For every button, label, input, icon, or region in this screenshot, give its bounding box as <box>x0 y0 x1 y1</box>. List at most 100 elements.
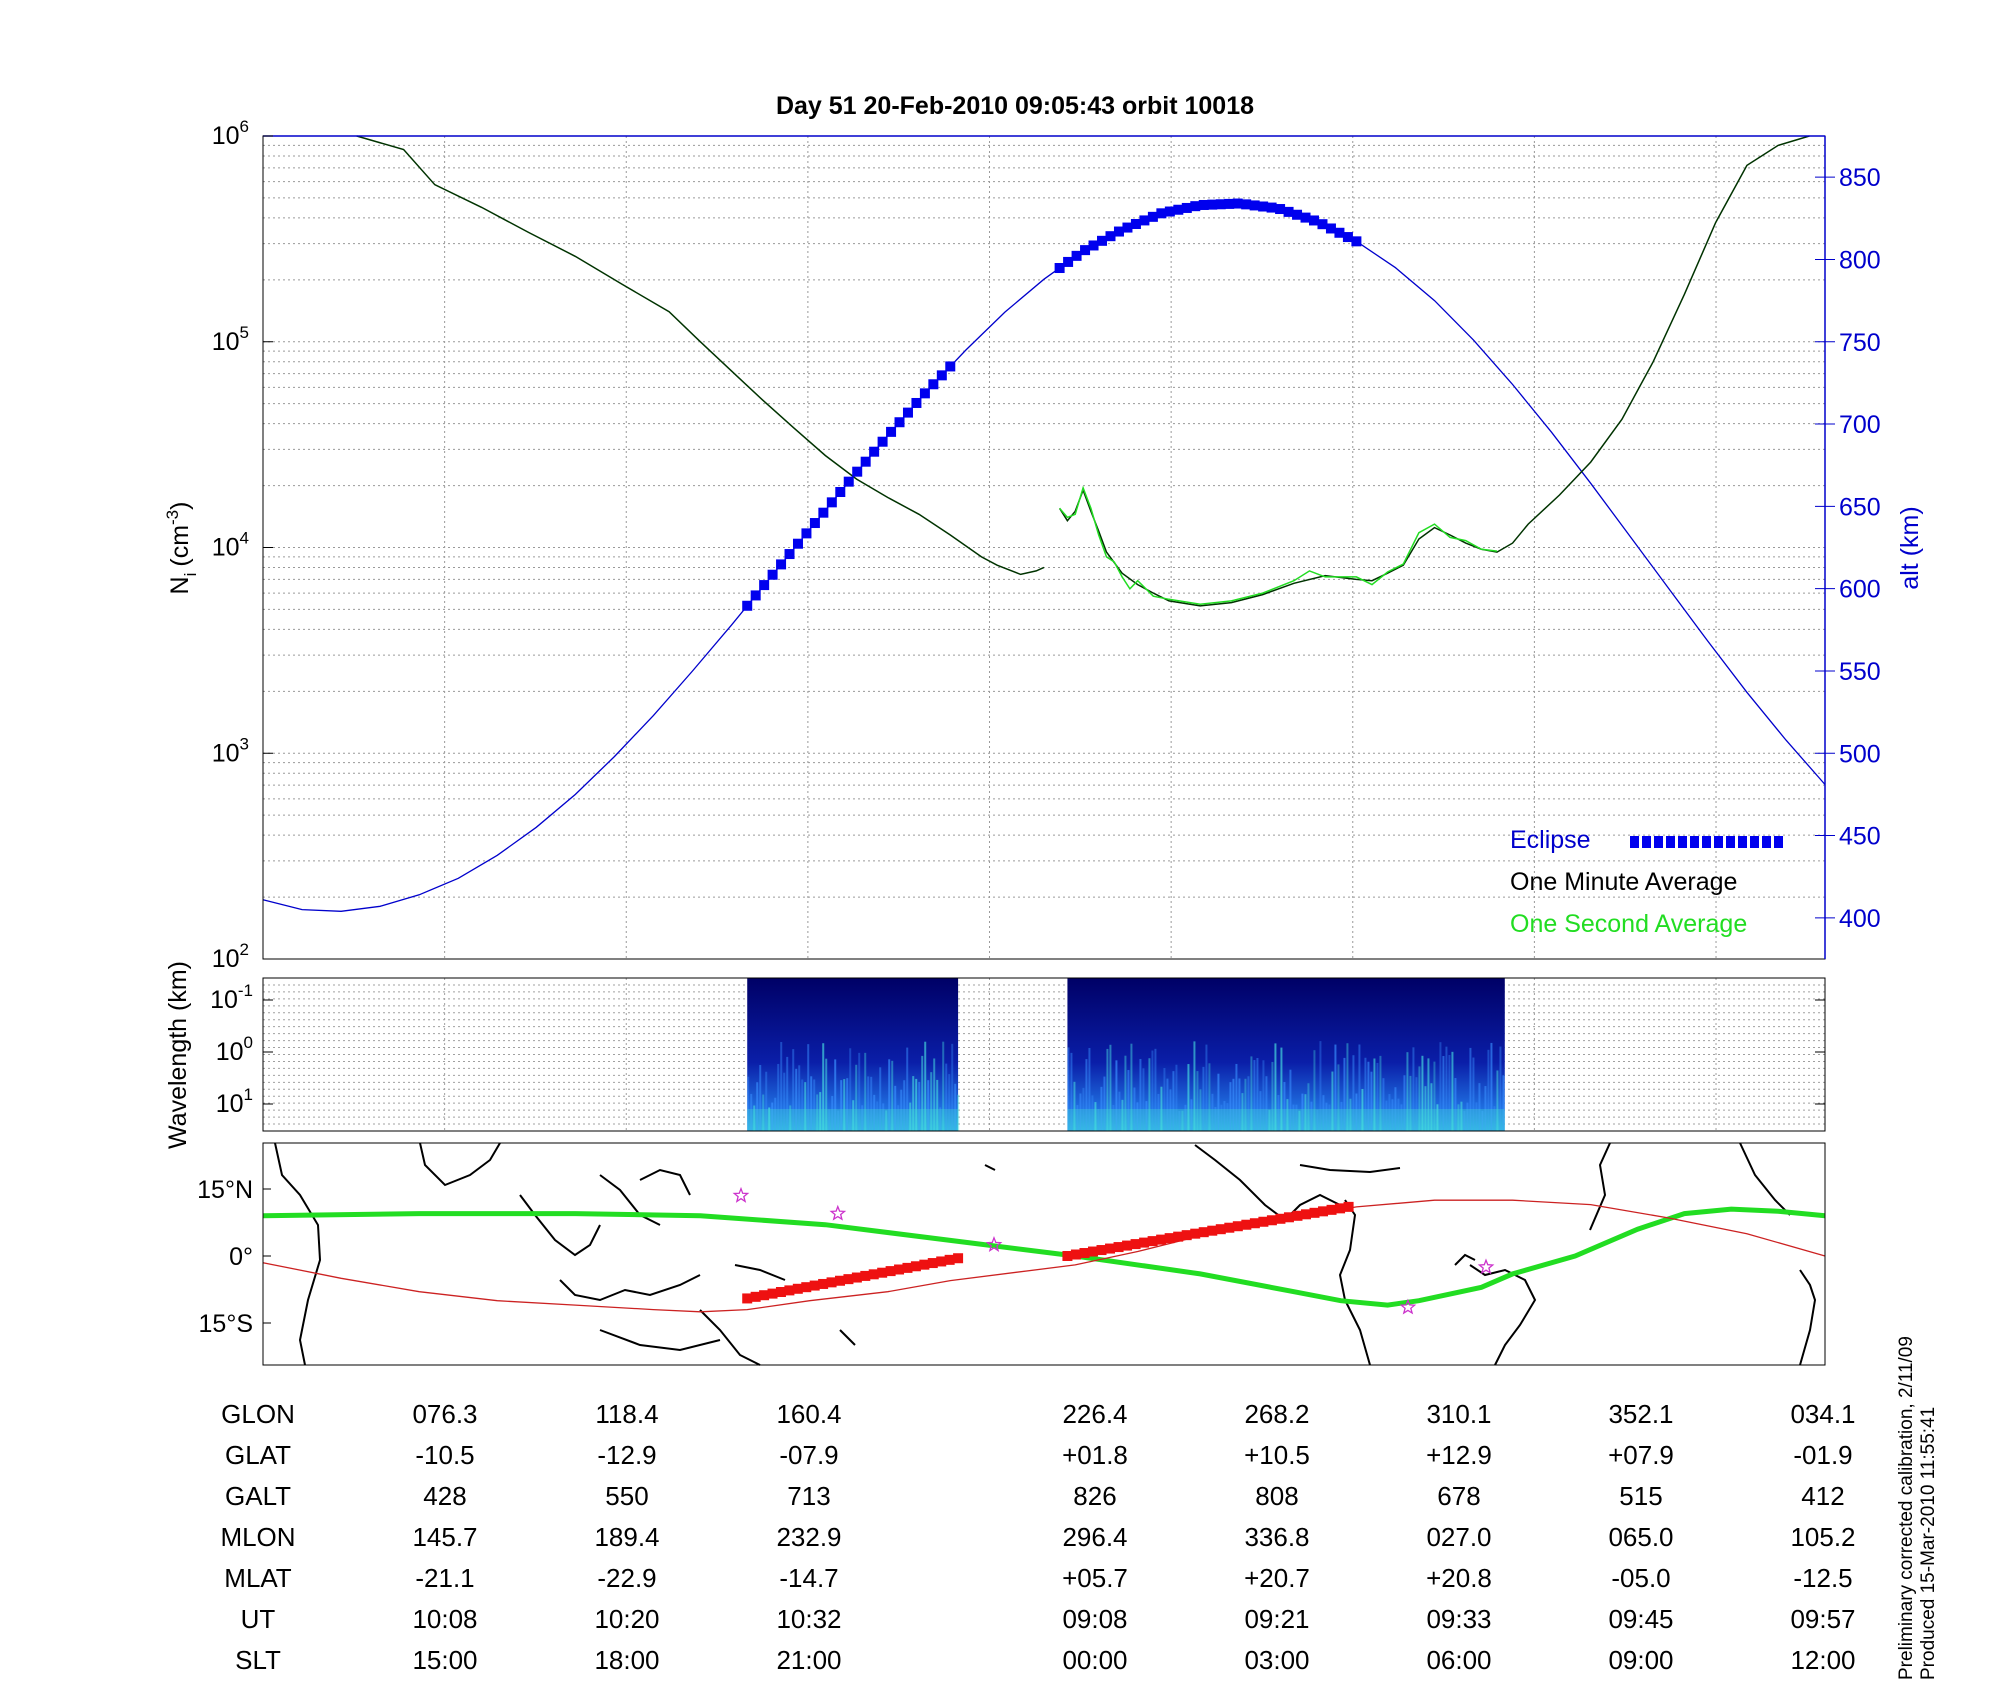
spectrogram-streak <box>1280 1047 1283 1131</box>
y-tick-label: 102 <box>212 940 249 973</box>
spectrogram-streak <box>777 1063 780 1131</box>
spectrogram-streak <box>1427 1058 1430 1131</box>
spectrogram-streak <box>759 1064 762 1131</box>
eclipse-marker <box>1097 235 1108 246</box>
spectrogram-streak <box>1241 1093 1244 1131</box>
eclipse-track-marker <box>1300 1209 1311 1220</box>
spectrogram-streak <box>1364 1057 1367 1131</box>
spectrogram-streak <box>1502 1075 1505 1131</box>
spectrogram-streak <box>903 1080 906 1131</box>
table-cell: 412 <box>1801 1481 1844 1511</box>
spectrogram-streak <box>876 1101 879 1131</box>
spectrogram-streak <box>1487 1049 1490 1131</box>
eclipse-marker <box>1063 256 1074 267</box>
altitude-y-label: alt (km) <box>1896 506 1924 589</box>
eclipse-marker <box>818 507 829 518</box>
eclipse-marker <box>1071 250 1082 261</box>
eclipse-marker <box>1283 206 1294 217</box>
eclipse-markers <box>742 198 1362 611</box>
table-cell: +05.7 <box>1062 1563 1128 1593</box>
eclipse-marker <box>902 407 913 418</box>
footer-produced: Produced 15-Mar-2010 11:55:41 <box>1918 1407 1939 1680</box>
spectrogram-streak <box>930 1072 933 1131</box>
spectrogram-streak <box>1217 1073 1220 1131</box>
y2-tick-label: 700 <box>1839 411 1881 439</box>
eclipse-marker <box>1215 199 1226 210</box>
magnetic-star <box>732 1186 750 1203</box>
spectrogram-streak <box>828 1109 831 1131</box>
spectrogram-streak <box>1334 1044 1337 1131</box>
y2-tick-label: 600 <box>1839 576 1881 604</box>
spectrogram-streak <box>1406 1052 1409 1131</box>
spectrogram-streak <box>1325 1102 1328 1131</box>
eclipse-marker <box>1266 202 1277 213</box>
spectrogram-streak <box>1490 1042 1493 1131</box>
table-cell: 826 <box>1073 1481 1116 1511</box>
spectrogram-streak <box>1481 1110 1484 1131</box>
eclipse-marker <box>911 397 922 408</box>
spectrogram-streak <box>1319 1041 1322 1131</box>
spectrogram-streak <box>843 1079 846 1131</box>
eclipse-marker <box>1173 204 1184 215</box>
spectrogram-streak <box>1400 1104 1403 1131</box>
spectrogram-streak <box>1199 1089 1202 1131</box>
table-cell: -01.9 <box>1793 1440 1852 1470</box>
magnetic-star <box>829 1204 847 1221</box>
table-cell: 296.4 <box>1062 1522 1127 1552</box>
table-cell: 10:20 <box>594 1604 659 1634</box>
spectrogram-streak <box>1184 1104 1187 1131</box>
y2-tick-label: 750 <box>1839 329 1881 357</box>
eclipse-marker <box>1249 200 1260 211</box>
spectrogram-streak <box>936 1079 939 1131</box>
table-cell: -22.9 <box>597 1563 656 1593</box>
spectrogram-streak <box>1298 1110 1301 1131</box>
spectrogram-streak <box>1328 1104 1331 1131</box>
eclipse-track-marker <box>1087 1246 1098 1257</box>
eclipse-track-marker <box>877 1267 888 1278</box>
spectrogram-streak <box>918 1081 921 1131</box>
spectrogram-streak <box>1388 1094 1391 1131</box>
eclipse-track-marker <box>927 1258 938 1269</box>
eclipse-marker <box>1224 198 1235 209</box>
spectrogram-streak <box>774 1097 777 1131</box>
spectrogram-streak <box>1133 1087 1136 1131</box>
legend-eclipse-swatch <box>1630 836 1783 848</box>
spectrogram-streak <box>1103 1076 1106 1131</box>
y-tick-label: 10-1 <box>210 981 253 1014</box>
spectrogram-streak <box>1172 1071 1175 1131</box>
spectrogram-streak <box>1448 1055 1451 1131</box>
spectrogram-streak <box>810 1076 813 1131</box>
eclipse-track-marker <box>1318 1206 1329 1217</box>
table-row-label: UT <box>241 1604 276 1634</box>
spectrogram-streak <box>1181 1110 1184 1131</box>
spectrogram-streak <box>1436 1104 1439 1131</box>
table-cell: 232.9 <box>776 1522 841 1552</box>
table-cell: +12.9 <box>1426 1440 1492 1470</box>
table-cell: -12.9 <box>597 1440 656 1470</box>
spectrogram-streak <box>750 1093 753 1131</box>
spectrogram-streak <box>912 1076 915 1131</box>
spectrogram-streak <box>861 1105 864 1131</box>
spectrogram-streak <box>1124 1055 1127 1131</box>
orbit-track-line <box>262 1199 1826 1313</box>
spectrogram-streak <box>747 1076 750 1131</box>
spectrogram-streak <box>1463 1110 1466 1131</box>
eclipse-track-marker <box>775 1287 786 1298</box>
spectrogram-streak <box>1100 1086 1103 1131</box>
y-tick-label: 15°S <box>199 1310 253 1338</box>
spectrogram-streak <box>1256 1058 1259 1131</box>
table-cell: 310.1 <box>1426 1399 1491 1429</box>
spectrogram-streak <box>1076 1105 1079 1131</box>
spectrogram-streak <box>1439 1042 1442 1131</box>
spectrogram-streak <box>951 1043 954 1131</box>
eclipse-marker <box>1190 201 1201 212</box>
spectrogram-streak <box>1259 1091 1262 1131</box>
spectrogram-streak <box>831 1095 834 1131</box>
eclipse-track-marker <box>784 1285 795 1296</box>
spectrogram-streak <box>942 1041 945 1131</box>
table-cell: +01.8 <box>1062 1440 1128 1470</box>
eclipse-track-marker <box>1139 1237 1150 1248</box>
spectrogram-streak <box>786 1056 789 1131</box>
eclipse-track-marker <box>1292 1210 1303 1221</box>
